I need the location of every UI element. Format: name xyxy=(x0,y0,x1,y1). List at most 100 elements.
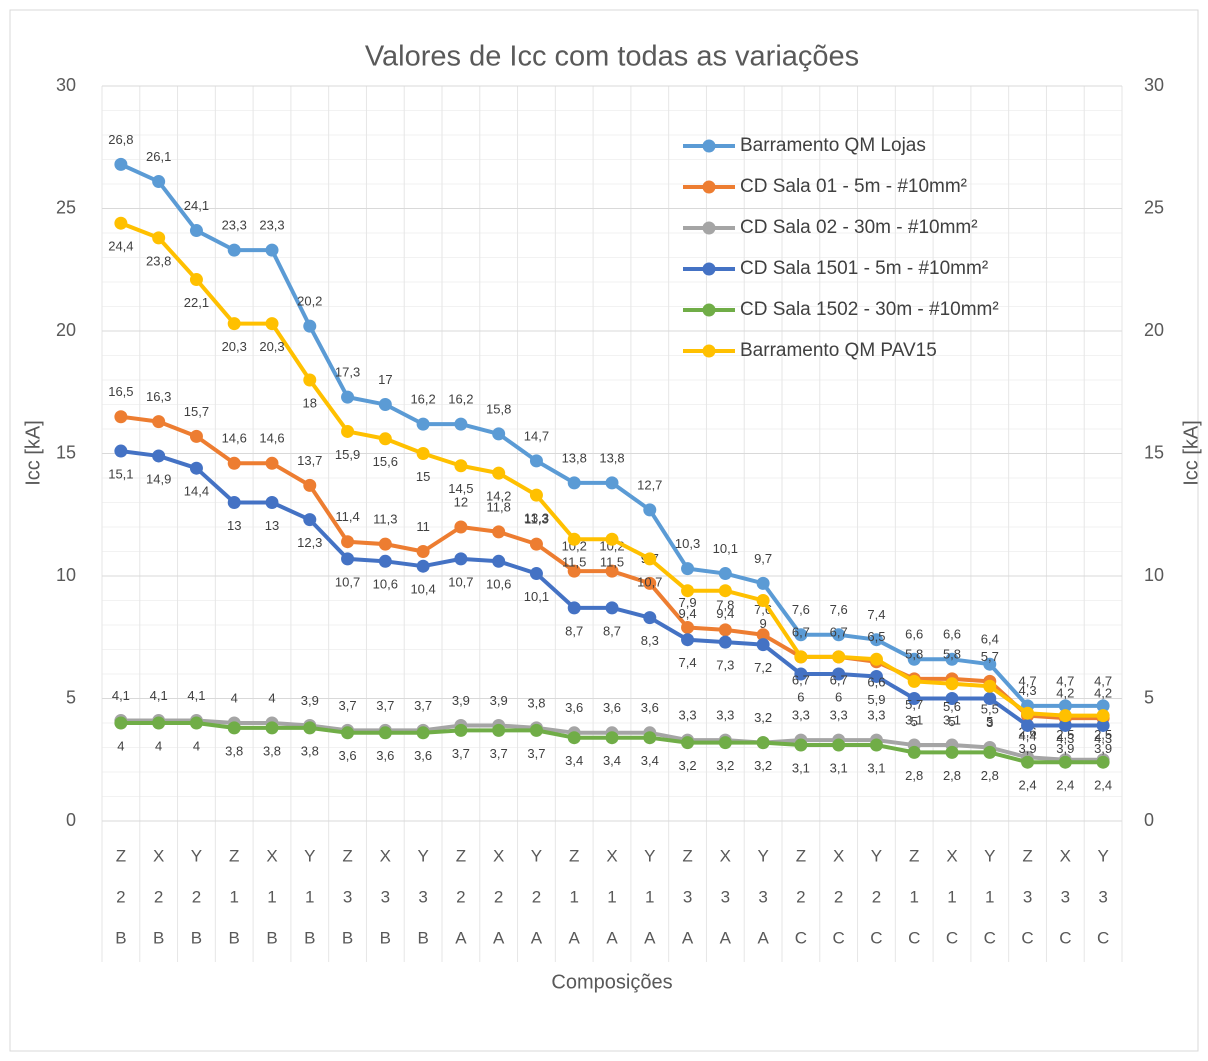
data-point xyxy=(529,537,543,551)
data-label: 6,6 xyxy=(943,627,961,642)
data-label: 3,2 xyxy=(679,758,697,773)
data-point xyxy=(643,503,657,517)
data-point xyxy=(983,679,997,693)
x-tick-label: 1 xyxy=(909,887,918,906)
data-point xyxy=(681,633,695,647)
data-point xyxy=(869,652,883,666)
data-point xyxy=(681,562,695,576)
data-point xyxy=(605,601,619,615)
data-label: 5,7 xyxy=(905,697,923,712)
data-point xyxy=(152,175,166,189)
data-point xyxy=(643,611,657,625)
data-point xyxy=(907,674,921,688)
y-tick-label: 5 xyxy=(66,687,76,707)
x-tick-label: 3 xyxy=(343,887,352,906)
data-label: 15,7 xyxy=(184,404,209,419)
data-label: 6,7 xyxy=(830,624,848,639)
data-label: 4 xyxy=(155,738,162,753)
data-label: 17,3 xyxy=(335,365,360,380)
y-tick-label: 15 xyxy=(56,442,76,462)
data-label: 23,3 xyxy=(222,218,247,233)
data-point xyxy=(832,628,846,642)
data-label: 7,4 xyxy=(867,607,885,622)
data-point xyxy=(945,677,959,691)
data-label: 3,8 xyxy=(301,743,319,758)
data-label: 4,7 xyxy=(1056,673,1074,688)
data-label: 3,7 xyxy=(376,698,394,713)
data-label: 10,7 xyxy=(335,574,360,589)
data-label: 3,9 xyxy=(1019,741,1037,756)
data-label: 14,7 xyxy=(524,428,549,443)
data-point xyxy=(756,628,770,642)
x-tick-label: Y xyxy=(984,846,995,865)
data-point xyxy=(454,459,468,473)
data-label: 9,4 xyxy=(679,606,697,621)
x-tick-label: 3 xyxy=(683,887,692,906)
x-tick-label: Y xyxy=(304,846,315,865)
x-tick-label: Z xyxy=(682,846,692,865)
data-label: 8,7 xyxy=(565,623,583,638)
data-point xyxy=(152,449,166,463)
x-tick-label: X xyxy=(493,846,504,865)
data-label: 12,3 xyxy=(297,535,322,550)
data-point xyxy=(114,444,128,458)
data-point xyxy=(718,584,732,598)
y-axis-title: Icc [kA] xyxy=(22,420,44,486)
x-tick-label: Y xyxy=(871,846,882,865)
data-label: 23,8 xyxy=(146,253,171,268)
x-tick-label: X xyxy=(606,846,617,865)
x-tick-label: A xyxy=(569,928,581,947)
y-tick-label: 10 xyxy=(56,565,76,585)
data-point xyxy=(227,721,241,735)
data-label: 5,6 xyxy=(943,699,961,714)
data-label: 14,6 xyxy=(222,431,247,446)
data-label: 7,9 xyxy=(679,595,697,610)
x-tick-label: 3 xyxy=(1061,887,1070,906)
x-tick-label: C xyxy=(984,928,996,947)
data-label: 5,7 xyxy=(981,649,999,664)
data-point xyxy=(567,564,581,578)
chart-title: Valores de Icc com todas as variações xyxy=(365,41,859,73)
data-label: 3 xyxy=(986,715,993,730)
x-tick-label: Z xyxy=(1022,846,1032,865)
data-label: 10,2 xyxy=(562,539,587,554)
data-point xyxy=(794,628,808,642)
data-point xyxy=(114,410,128,424)
data-label: 13,7 xyxy=(297,453,322,468)
data-point xyxy=(454,723,468,737)
data-label: 7,6 xyxy=(792,602,810,617)
data-label: 7,6 xyxy=(830,602,848,617)
data-label: 3,3 xyxy=(867,708,885,723)
data-point xyxy=(832,667,846,681)
data-label: 6,7 xyxy=(830,672,848,687)
x-tick-label: Y xyxy=(1097,846,1108,865)
data-label: 3,3 xyxy=(830,708,848,723)
data-label: 3,6 xyxy=(376,748,394,763)
data-point xyxy=(869,669,883,683)
data-label: 11,3 xyxy=(524,512,548,527)
data-label: 6,4 xyxy=(981,632,999,647)
data-point xyxy=(454,552,468,566)
data-point xyxy=(492,427,506,441)
data-label: 3,7 xyxy=(490,746,508,761)
legend-label: Barramento QM PAV15 xyxy=(740,340,937,361)
data-label: 4 xyxy=(268,690,275,705)
data-label: 20,2 xyxy=(297,294,322,309)
x-tick-label: Z xyxy=(229,846,239,865)
data-point xyxy=(303,478,317,492)
data-label: 26,1 xyxy=(146,149,171,164)
data-point xyxy=(492,525,506,539)
data-label: 16,5 xyxy=(108,384,133,399)
data-label: 8,3 xyxy=(641,633,659,648)
data-point xyxy=(529,488,543,502)
data-label: 5 xyxy=(986,714,993,729)
data-label: 2,4 xyxy=(1094,778,1112,793)
y2-tick-label: 25 xyxy=(1144,197,1164,217)
data-point xyxy=(605,564,619,578)
data-label: 11,8 xyxy=(486,499,510,514)
legend-marker xyxy=(702,262,716,276)
data-label: 5,9 xyxy=(867,692,885,707)
data-point xyxy=(1058,709,1072,723)
data-point xyxy=(492,723,506,737)
